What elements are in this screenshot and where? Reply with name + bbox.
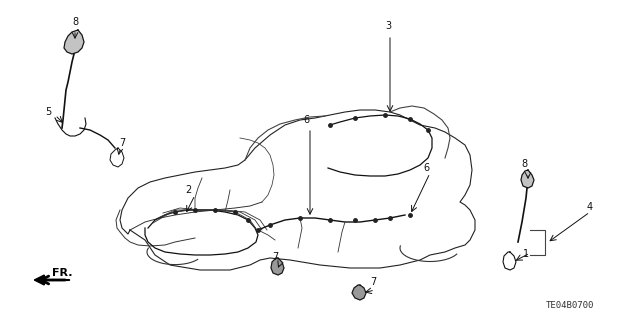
Polygon shape bbox=[271, 258, 284, 275]
Polygon shape bbox=[352, 285, 366, 300]
Text: 6: 6 bbox=[423, 163, 429, 173]
Text: 4: 4 bbox=[587, 202, 593, 212]
Text: 8: 8 bbox=[521, 159, 527, 169]
Polygon shape bbox=[64, 30, 84, 54]
Text: 5: 5 bbox=[45, 107, 51, 117]
Text: 7: 7 bbox=[119, 138, 125, 148]
Text: 1: 1 bbox=[523, 249, 529, 259]
Text: FR.: FR. bbox=[52, 268, 72, 278]
Polygon shape bbox=[521, 170, 534, 188]
Text: 8: 8 bbox=[72, 17, 78, 27]
Text: TE04B0700: TE04B0700 bbox=[546, 300, 594, 309]
Text: 7: 7 bbox=[272, 252, 278, 262]
Text: 7: 7 bbox=[370, 277, 376, 287]
Text: 2: 2 bbox=[185, 185, 191, 195]
Text: 3: 3 bbox=[385, 21, 391, 31]
Text: 6: 6 bbox=[303, 115, 309, 125]
